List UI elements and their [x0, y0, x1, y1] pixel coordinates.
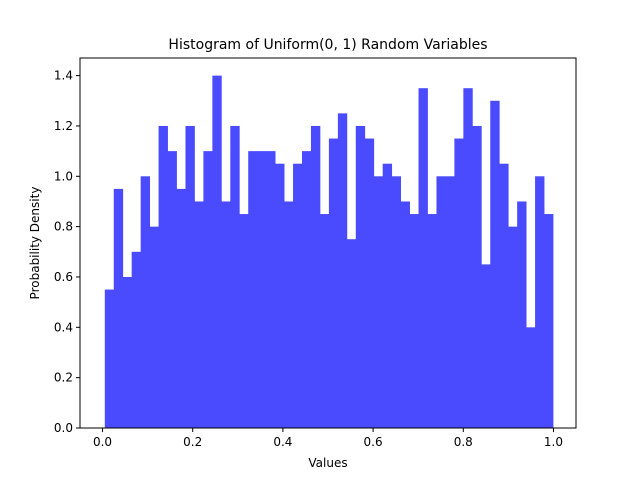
histogram-bar [149, 226, 159, 428]
x-axis-ticks: 0.0 0.2 0.4 0.6 0.8 1.0 [93, 428, 563, 449]
histogram-bar [472, 125, 482, 429]
histogram-bar [176, 188, 186, 428]
histogram-bar [319, 214, 330, 428]
histogram-bar [418, 88, 428, 428]
histogram-bar [382, 163, 393, 428]
x-tick-label: 0.8 [454, 435, 473, 449]
histogram-bar [409, 214, 419, 428]
histogram-bar [230, 125, 240, 429]
histogram-bar [122, 276, 133, 428]
histogram-bar [167, 151, 177, 428]
y-tick-label: 0.8 [54, 220, 73, 234]
histogram-bar [248, 151, 258, 428]
x-tick-label: 0.0 [93, 435, 112, 449]
histogram-bar [284, 201, 294, 428]
histogram-bar [239, 214, 249, 428]
histogram-bar [544, 214, 554, 428]
histogram-bar [508, 226, 518, 428]
histogram-bar [400, 201, 410, 428]
histogram-bar [221, 201, 231, 428]
histogram-bar [203, 151, 213, 428]
histogram-bar [266, 151, 276, 428]
bars-group [104, 75, 554, 429]
histogram-bar [535, 176, 545, 428]
y-tick-label: 1.4 [54, 69, 73, 83]
histogram-bar [481, 264, 491, 428]
histogram-bar [140, 176, 151, 428]
y-axis-label: Probability Density [28, 187, 42, 300]
y-tick-label: 1.2 [54, 119, 73, 133]
x-tick-label: 0.4 [273, 435, 292, 449]
chart-title: Histogram of Uniform(0, 1) Random Variab… [168, 37, 487, 53]
plot-frame [79, 57, 577, 429]
histogram-bar [275, 163, 285, 428]
histogram-bar [391, 176, 402, 428]
y-axis-ticks: 0.0 0.2 0.4 0.6 0.8 1.0 1.2 1.4 [54, 69, 80, 435]
histogram-bar [526, 327, 536, 428]
histogram-bar [337, 113, 348, 429]
histogram-bar [463, 88, 473, 428]
y-tick-label: 0.4 [54, 320, 73, 334]
histogram-bar [364, 138, 375, 429]
histogram-bar [346, 239, 357, 428]
histogram-bar [445, 176, 455, 428]
histogram-bar [113, 188, 124, 428]
histogram-bar [436, 176, 446, 428]
histogram-bar [185, 125, 195, 429]
histogram-bar [194, 201, 204, 428]
y-tick-label: 0.2 [54, 371, 73, 385]
histogram-bar [293, 163, 303, 428]
histogram-bar [355, 125, 366, 429]
histogram-bar [212, 75, 222, 429]
y-tick-label: 0.0 [54, 421, 73, 435]
histogram-bar [257, 151, 267, 428]
y-tick-label: 0.6 [54, 270, 73, 284]
histogram-bar [104, 289, 115, 428]
x-axis-label: Values [308, 456, 347, 470]
histogram-bar [490, 100, 500, 428]
y-tick-label: 1.0 [54, 169, 73, 183]
histogram-bar [373, 176, 384, 428]
histogram-bar [310, 125, 321, 429]
x-tick-label: 1.0 [544, 435, 563, 449]
histogram-bar [454, 138, 464, 429]
histogram-bar [328, 138, 339, 429]
x-tick-label: 0.2 [183, 435, 202, 449]
histogram-bar [158, 125, 168, 429]
histogram-bar [302, 151, 312, 428]
histogram-bar [427, 214, 437, 428]
histogram-bar [499, 163, 509, 428]
x-tick-label: 0.6 [364, 435, 383, 449]
histogram-bar [517, 201, 527, 428]
histogram-bar [131, 251, 142, 428]
